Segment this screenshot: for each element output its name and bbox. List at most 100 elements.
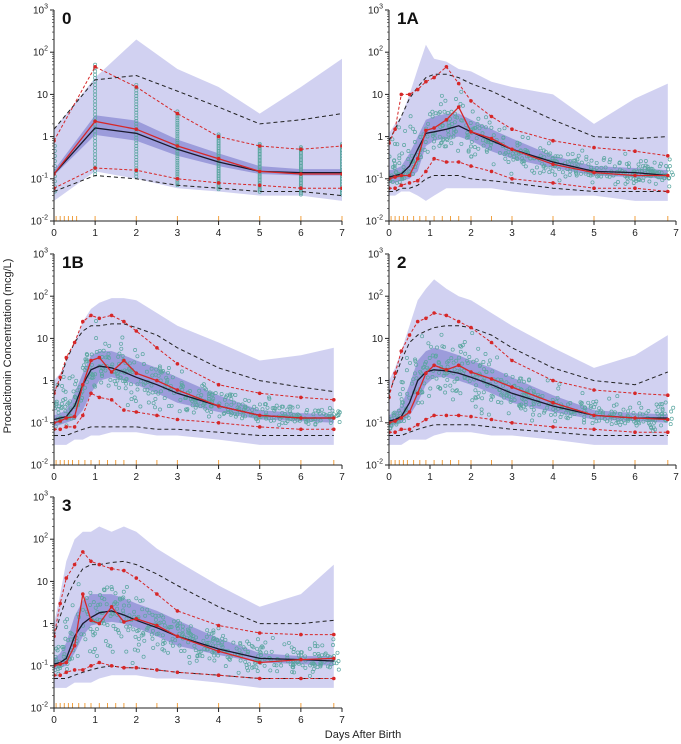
data-point bbox=[517, 379, 522, 384]
data-point bbox=[626, 161, 631, 166]
x-tick-label: 0 bbox=[386, 472, 392, 483]
data-point bbox=[132, 360, 137, 365]
data-point bbox=[211, 635, 216, 640]
observed-marker bbox=[666, 189, 670, 194]
data-point bbox=[133, 399, 138, 403]
data-point bbox=[83, 385, 87, 390]
data-point bbox=[179, 369, 184, 374]
data-point bbox=[106, 383, 111, 388]
observed-upper-percentile bbox=[54, 314, 334, 401]
data-point bbox=[460, 361, 465, 366]
data-point bbox=[112, 379, 117, 384]
data-point bbox=[470, 398, 475, 403]
y-tick-label: 102 bbox=[33, 46, 48, 59]
data-point bbox=[175, 163, 180, 168]
data-point bbox=[136, 636, 141, 641]
data-point bbox=[121, 589, 126, 594]
data-point bbox=[265, 405, 270, 410]
data-point bbox=[553, 154, 558, 159]
observed-marker bbox=[424, 169, 428, 174]
observed-marker bbox=[510, 177, 514, 181]
data-point bbox=[161, 369, 165, 373]
data-point bbox=[126, 628, 131, 633]
data-point bbox=[466, 135, 471, 139]
x-tick-label: 3 bbox=[175, 228, 181, 239]
data-point bbox=[430, 114, 435, 119]
observed-marker bbox=[122, 620, 126, 624]
data-point bbox=[91, 600, 96, 605]
y-tick-label: 10 bbox=[372, 334, 384, 345]
data-point bbox=[285, 653, 290, 658]
data-point bbox=[245, 639, 250, 644]
data-point bbox=[134, 102, 139, 107]
data-point bbox=[580, 148, 585, 153]
data-point bbox=[479, 407, 484, 412]
x-tick-label: 1 bbox=[92, 715, 98, 726]
data-point bbox=[514, 155, 519, 160]
data-point bbox=[322, 652, 327, 657]
data-point bbox=[653, 181, 658, 186]
data-point bbox=[68, 637, 73, 642]
observed-marker bbox=[109, 605, 114, 609]
plot-area bbox=[54, 298, 342, 445]
data-point bbox=[154, 367, 159, 372]
data-point bbox=[317, 654, 322, 659]
data-point bbox=[164, 375, 169, 380]
data-point bbox=[143, 613, 148, 618]
data-point bbox=[194, 635, 198, 640]
data-point bbox=[458, 343, 462, 348]
data-point bbox=[224, 393, 229, 398]
data-point bbox=[166, 404, 171, 409]
data-point bbox=[216, 653, 221, 658]
data-point bbox=[519, 376, 524, 381]
data-point bbox=[537, 413, 542, 418]
data-point bbox=[584, 154, 589, 159]
data-point bbox=[669, 416, 674, 421]
data-point bbox=[470, 331, 475, 336]
data-point bbox=[311, 412, 316, 417]
data-point bbox=[187, 655, 192, 659]
data-point bbox=[465, 130, 470, 135]
observed-marker bbox=[72, 643, 77, 648]
x-tick-label: 3 bbox=[509, 228, 515, 239]
data-point bbox=[621, 407, 626, 412]
data-point bbox=[243, 397, 248, 402]
observed-marker bbox=[399, 427, 404, 432]
data-point bbox=[612, 412, 616, 416]
data-point bbox=[267, 416, 271, 421]
data-point bbox=[288, 404, 293, 409]
data-point bbox=[660, 408, 665, 413]
data-point bbox=[240, 402, 245, 407]
data-point bbox=[433, 111, 438, 116]
data-point bbox=[502, 152, 507, 157]
data-point bbox=[495, 355, 500, 360]
data-point bbox=[70, 603, 75, 608]
data-point bbox=[120, 596, 125, 601]
data-point bbox=[68, 399, 72, 404]
data-point bbox=[175, 169, 180, 174]
data-point bbox=[206, 414, 211, 419]
data-point bbox=[471, 359, 476, 364]
observed-marker bbox=[299, 632, 303, 637]
data-point bbox=[591, 399, 596, 404]
y-tick-label: 10-1 bbox=[366, 416, 383, 429]
data-point bbox=[337, 420, 342, 424]
data-point bbox=[636, 166, 641, 171]
data-point bbox=[523, 402, 528, 407]
observed-marker bbox=[216, 623, 221, 628]
observed-marker bbox=[81, 550, 85, 554]
observed-marker bbox=[456, 363, 461, 368]
observed-marker bbox=[257, 183, 262, 188]
data-point bbox=[111, 611, 116, 616]
data-point bbox=[393, 170, 398, 175]
data-point bbox=[151, 628, 155, 633]
data-point bbox=[643, 159, 648, 163]
y-tick-label: 1 bbox=[377, 376, 383, 387]
observed-upper-percentile bbox=[54, 66, 342, 150]
data-point bbox=[465, 133, 470, 138]
observed-marker bbox=[89, 391, 93, 396]
data-point bbox=[298, 150, 303, 155]
data-point bbox=[81, 632, 86, 637]
data-point bbox=[480, 396, 485, 401]
data-point bbox=[54, 401, 59, 406]
